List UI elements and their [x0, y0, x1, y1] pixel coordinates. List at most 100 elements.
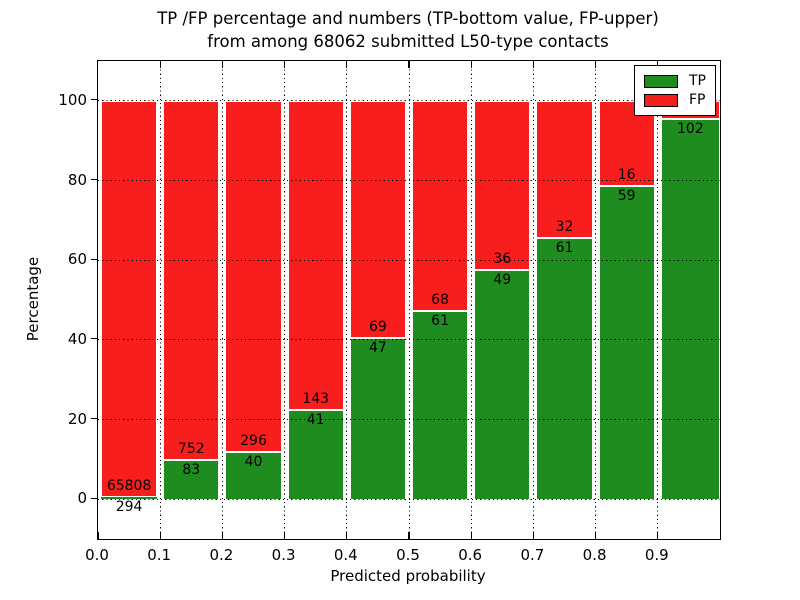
y-tick-label: 20	[67, 409, 87, 428]
bar-segment-tp	[101, 497, 158, 500]
y-tick-label: 40	[67, 329, 87, 348]
horizontal-gridline	[98, 339, 720, 341]
tp-legend-swatch	[644, 74, 678, 88]
x-tick-mark-top	[532, 61, 535, 68]
fp-legend-label: FP	[689, 92, 706, 108]
bar-segment-fp	[412, 100, 469, 311]
legend-item-fp: FP	[644, 92, 706, 108]
x-tick-label: 0.9	[644, 546, 669, 564]
x-tick-mark-top	[221, 61, 224, 68]
y-tick-mark	[91, 258, 97, 260]
horizontal-gridline	[98, 100, 720, 102]
bar-segment-fp	[598, 100, 655, 186]
y-tick-label: 100	[58, 90, 87, 109]
x-tick-mark	[408, 532, 410, 539]
y-tick-label: 60	[67, 250, 87, 269]
chart-title-line2: from among 68062 submitted L50-type cont…	[207, 32, 609, 51]
tp-count-label: 59	[617, 187, 636, 204]
x-tick-mark	[532, 532, 535, 539]
x-tick-mark	[283, 532, 286, 539]
bar-segment-tp	[474, 269, 531, 500]
fp-count-label: 36	[493, 250, 512, 267]
bar-segment-tp	[287, 410, 344, 500]
bar-segment-tp	[660, 119, 720, 500]
horizontal-gridline	[98, 419, 720, 420]
x-tick-mark	[346, 532, 348, 539]
legend-item-tp: TP	[644, 73, 706, 89]
tp-count-label: 83	[182, 461, 201, 478]
y-tick-mark	[91, 178, 97, 181]
bar-segment-tp	[349, 337, 406, 500]
tp-count-label: 41	[306, 412, 325, 429]
fp-count-label: 68	[431, 291, 449, 308]
vertical-gridline	[657, 61, 659, 539]
bar-segment-tp	[412, 310, 469, 500]
x-tick-label: 0.3	[271, 546, 296, 564]
x-tick-mark-top	[470, 61, 472, 68]
x-tick-label: 0.1	[147, 546, 172, 564]
fp-count-label: 296	[240, 432, 267, 449]
y-tick-label: 80	[67, 170, 87, 189]
vertical-gridline	[284, 61, 286, 539]
bar-segment-fp	[225, 100, 282, 452]
bar-segment-tp	[225, 451, 282, 500]
bar-segment-fp	[349, 100, 406, 338]
horizontal-gridline	[98, 259, 720, 261]
x-tick-mark-top	[408, 61, 410, 68]
fp-count-label: 16	[617, 166, 636, 183]
bar-segment-tp	[163, 459, 220, 500]
x-tick-label: 0.0	[85, 546, 109, 564]
tp-count-label: 294	[115, 499, 143, 516]
bar-segment-tp	[598, 185, 655, 500]
fp-count-label: 65808	[106, 478, 152, 495]
x-tick-mark	[97, 532, 99, 539]
vertical-gridline	[470, 61, 472, 539]
x-tick-label: 0.4	[333, 546, 358, 564]
legend: TP FP	[634, 65, 716, 116]
x-tick-label: 0.5	[396, 546, 420, 564]
x-tick-label: 0.2	[209, 546, 234, 564]
fp-legend-swatch	[644, 93, 678, 107]
bar-segment-fp	[474, 100, 531, 270]
fp-count-label: 752	[177, 440, 205, 457]
tp-legend-label: TP	[689, 73, 706, 89]
vertical-gridline	[159, 61, 161, 539]
horizontal-gridline	[98, 498, 720, 500]
x-tick-mark	[470, 532, 472, 539]
vertical-gridline	[595, 61, 597, 539]
fp-count-label: 69	[368, 318, 387, 335]
x-tick-label: 0.8	[582, 546, 607, 564]
x-tick-mark-top	[594, 61, 597, 68]
tp-count-label: 61	[431, 312, 449, 329]
vertical-gridline	[346, 61, 348, 539]
vertical-gridline	[532, 61, 534, 539]
tp-count-label: 49	[493, 271, 512, 288]
tp-count-label: 40	[244, 453, 263, 470]
x-tick-mark	[159, 532, 161, 539]
bar-segment-tp	[536, 237, 593, 500]
x-tick-mark-top	[159, 61, 161, 68]
x-axis-label: Predicted probability	[330, 567, 486, 585]
tp-count-label: 47	[368, 339, 387, 356]
x-tick-label: 0.6	[458, 546, 483, 564]
horizontal-gridline	[98, 180, 720, 181]
y-axis-label: Percentage	[24, 256, 42, 342]
y-tick-mark	[91, 497, 97, 499]
chart-title-line1: TP /FP percentage and numbers (TP-bottom…	[157, 9, 659, 28]
vertical-gridline	[221, 61, 223, 539]
bar-segment-fp	[101, 100, 158, 498]
x-tick-mark-top	[657, 61, 659, 68]
fp-count-label: 143	[302, 391, 330, 408]
chart-title: TP /FP percentage and numbers (TP-bottom…	[97, 7, 719, 53]
y-tick-mark	[91, 338, 97, 340]
x-tick-mark	[594, 532, 597, 539]
y-tick-mark	[91, 417, 97, 420]
tp-count-label: 61	[555, 239, 574, 256]
x-tick-mark	[657, 532, 659, 539]
bar-segment-fp	[536, 100, 593, 238]
y-tick-mark	[91, 99, 97, 101]
x-tick-mark-top	[346, 61, 348, 68]
x-tick-mark-top	[283, 61, 286, 68]
x-tick-mark	[221, 532, 224, 539]
